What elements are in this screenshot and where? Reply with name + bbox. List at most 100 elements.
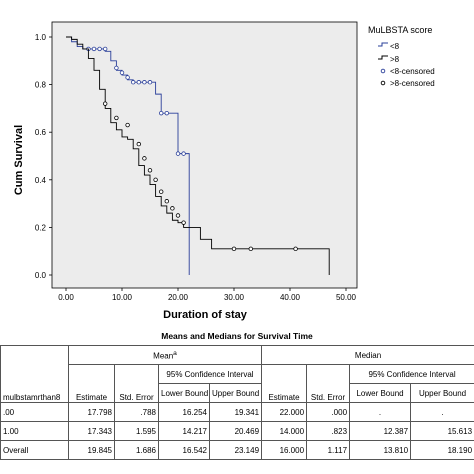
legend-entry-gt8: >8	[390, 55, 400, 64]
censored-marker-lt8	[102, 46, 108, 52]
survival-stats-table: mulbstamrthan8 Meana Median Estimate Std…	[0, 345, 474, 460]
censored-marker-gt8	[102, 101, 108, 106]
table-row: 1.00 17.343 1.595 14.217 20.469 14.000 .…	[0, 421, 474, 441]
table-cell: 16.000	[261, 440, 308, 460]
table-cell: 14.000	[261, 421, 308, 441]
row-label-header: mulbstamrthan8	[0, 345, 69, 403]
table-cell: 12.387	[349, 421, 412, 441]
x-axis-label: Duration of stay	[163, 309, 248, 321]
censored-marker-gt8	[170, 206, 175, 211]
mean-upper-bound-header: Upper Bound	[208, 383, 263, 403]
median-header: Median	[261, 345, 474, 365]
survival-curve-gt8	[66, 36, 330, 275]
median-upper-bound-header: Upper Bound	[410, 383, 474, 403]
censored-marker-gt8	[125, 122, 130, 128]
table-row: Overall 19.845 1.686 16.542 23.149 16.00…	[0, 440, 474, 460]
table-cell: 19.845	[68, 440, 115, 460]
legend-swatch-lt8	[378, 42, 388, 47]
censored-marker-lt8	[147, 80, 153, 85]
censored-marker-gt8	[147, 168, 153, 173]
table-cell: 15.613	[410, 421, 474, 441]
censored-marker-gt8	[114, 115, 119, 121]
y-axis-label: Cum Survival	[13, 125, 25, 195]
censored-marker-gt8	[158, 189, 164, 194]
censored-marker-lt8	[142, 80, 147, 85]
median-std-error-header: Std. Error	[306, 364, 351, 403]
mean-footnote-marker: a	[173, 349, 177, 357]
legend-title: MuLBSTA score	[368, 25, 432, 35]
censored-marker-gt8	[136, 141, 141, 147]
y-tick-label: 0.8	[35, 81, 47, 90]
mean-std-error-header: Std. Error	[114, 364, 159, 403]
censored-marker-gt8	[231, 246, 237, 252]
legend-swatch-gt8	[378, 55, 388, 60]
table-cell: 16.542	[158, 440, 210, 460]
median-lower-bound-header: Lower Bound	[349, 383, 412, 403]
legend-entry-lt8: <8	[390, 42, 400, 51]
censored-marker-lt8	[97, 46, 102, 52]
table-cell: 23.149	[208, 440, 263, 460]
legend-entry-lt8-censored: <8-censored	[390, 67, 435, 76]
table-cell: .788	[114, 402, 159, 422]
survival-chart: 0.0 0.2 0.4 0.6 0.8 1.0 0.00 10.00 20.00 30.00 40.…	[13, 21, 435, 321]
x-tick-label: 30.00	[224, 293, 245, 302]
row-label: 1.00	[0, 421, 69, 441]
censored-marker-gt8	[175, 213, 181, 218]
y-tick-label: 1.0	[35, 33, 47, 42]
table-cell: 17.343	[68, 421, 115, 441]
censored-marker-gt8	[181, 220, 186, 225]
plot-area	[51, 21, 358, 289]
censored-marker-gt8	[293, 246, 298, 252]
table-cell: .823	[306, 421, 351, 441]
table-cell: 1.686	[114, 440, 159, 460]
censored-marker-gt8	[142, 156, 147, 161]
table-cell: 16.254	[158, 402, 210, 422]
mean-header-text: Mean	[153, 351, 174, 361]
legend-entry-gt8-censored: >8-censored	[390, 79, 435, 88]
table-cell: .	[410, 402, 474, 422]
table-cell: 17.798	[68, 402, 115, 422]
censored-marker-lt8	[158, 110, 164, 116]
table-header-row-2: Estimate Std. Error 95% Confidence Inter…	[1, 364, 474, 403]
table-header-row-3: Lower Bound Upper Bound Lower Bound Uppe…	[1, 383, 474, 403]
table-cell: 18.190	[410, 440, 474, 460]
x-tick-label: 40.00	[280, 293, 301, 302]
censored-marker-lt8	[164, 110, 169, 116]
series-layer	[66, 36, 330, 275]
censored-marker-lt8	[136, 80, 141, 85]
table-cell: 1.117	[306, 440, 351, 460]
legend: MuLBSTA score <8 >8 <8-censored >8-censo…	[368, 25, 435, 88]
censored-marker-lt8	[91, 46, 97, 52]
row-label: Overall	[0, 440, 69, 460]
y-tick-label: 0.0	[35, 271, 47, 280]
y-tick-label: 0.2	[35, 223, 47, 232]
legend-marker-lt8-censored	[380, 68, 386, 74]
table-cell: 19.341	[208, 402, 263, 422]
table-header-row-1: mulbstamrthan8 Meana Median	[0, 345, 474, 403]
table-row: .00 17.798 .788 16.254 19.341 22.000 .00…	[0, 402, 474, 422]
censored-marker-lt8	[119, 70, 125, 75]
mean-lower-bound-header: Lower Bound	[158, 383, 210, 403]
survival-curve-lt8	[66, 36, 190, 275]
censored-marker-gt8	[164, 199, 169, 204]
censored-marker-lt8	[125, 75, 130, 80]
table-cell: 14.217	[158, 421, 210, 441]
median-ci-header: 95% Confidence Interval	[349, 364, 474, 384]
row-label: .00	[0, 402, 69, 422]
mean-estimate-header: Estimate	[68, 364, 115, 403]
censored-marker-gt8	[153, 177, 158, 182]
median-estimate-header: Estimate	[261, 364, 308, 403]
censored-marker-lt8	[181, 151, 186, 156]
x-tick-label: 20.00	[168, 293, 189, 302]
axes: 0.0 0.2 0.4 0.6 0.8 1.0 0.00 10.00 20.00 30.00 40.…	[35, 33, 357, 302]
censored-marker-lt8	[114, 65, 119, 71]
table-cell: .000	[306, 402, 351, 422]
legend-marker-gt8-censored	[380, 80, 386, 86]
y-tick-label: 0.4	[35, 176, 47, 185]
x-tick-label: 0.00	[58, 293, 74, 302]
table-cell: 22.000	[261, 402, 308, 422]
x-tick-label: 50.00	[336, 293, 357, 302]
mean-header: Meana	[67, 345, 263, 365]
table-cell: 20.469	[208, 421, 263, 441]
table-cell: 1.595	[114, 421, 159, 441]
